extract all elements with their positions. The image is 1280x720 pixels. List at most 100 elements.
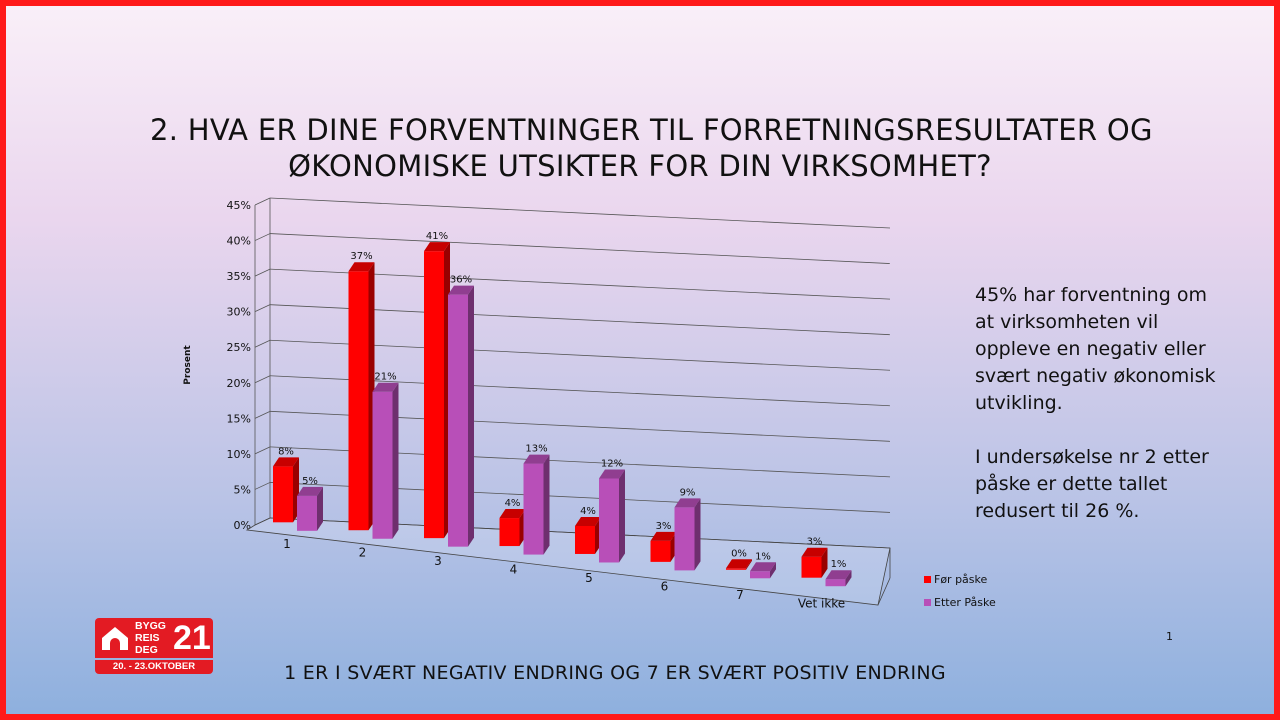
side-gridline xyxy=(254,482,271,490)
bar xyxy=(650,540,671,562)
slide-title: 2. HVA ER DINE FORVENTNINGER TIL FORRETN… xyxy=(150,112,1153,184)
bar-top xyxy=(273,457,299,467)
bar xyxy=(575,525,595,554)
bar-side xyxy=(770,562,776,579)
side-gridline xyxy=(254,446,271,455)
x-tick-label: 2 xyxy=(359,546,367,560)
side-gridline xyxy=(254,339,271,348)
page-number: 1 xyxy=(1166,630,1173,643)
x-tick-label: 7 xyxy=(736,588,744,602)
logo-banner: BYGG REIS DEG 21 xyxy=(95,618,213,658)
x-tick-label: Vet ikke xyxy=(798,597,845,611)
data-label: 1% xyxy=(755,551,771,562)
bar xyxy=(825,579,846,587)
side-gridline xyxy=(254,304,271,313)
data-label: 8% xyxy=(278,446,294,457)
bar-top xyxy=(726,559,752,569)
house-icon xyxy=(102,627,128,650)
data-label: 13% xyxy=(525,444,547,455)
data-label: 3% xyxy=(807,537,823,548)
bygg-reis-deg-logo: BYGG REIS DEG 21 20. - 23.OKTOBER xyxy=(95,618,213,674)
data-label: 0% xyxy=(731,548,747,559)
gridline xyxy=(269,233,891,264)
side-gridline xyxy=(254,197,271,206)
bar xyxy=(801,556,822,578)
bar-side xyxy=(821,547,828,578)
side-gridline xyxy=(254,410,271,419)
bar-top xyxy=(297,486,323,496)
bar-top xyxy=(650,531,677,541)
bar-top xyxy=(448,285,474,295)
data-label: 41% xyxy=(426,231,448,242)
bar xyxy=(523,463,544,555)
bar-side xyxy=(619,469,625,563)
chart-floor xyxy=(245,517,891,606)
y-tick-label: 15% xyxy=(227,412,251,425)
title-line-1: 2. HVA ER DINE FORVENTNINGER TIL FORRETN… xyxy=(150,113,1153,147)
logo-word-1: BYGG xyxy=(135,620,166,632)
bar-top xyxy=(348,262,375,272)
bar xyxy=(499,518,520,547)
bar-side xyxy=(468,285,474,547)
x-tick-label: 3 xyxy=(434,554,442,568)
title-line-2: ØKONOMISKE UTSIKTER FOR DIN VIRKSOMHET? xyxy=(288,149,992,183)
bar xyxy=(726,568,746,570)
bar xyxy=(599,478,619,563)
bar-top xyxy=(750,562,776,572)
bar-side xyxy=(845,570,852,587)
legend-label: Etter Påske xyxy=(934,596,996,609)
legend-swatch xyxy=(924,576,931,583)
y-tick-label: 30% xyxy=(227,306,251,319)
data-label: 21% xyxy=(374,372,396,383)
logo-words: BYGG REIS DEG xyxy=(135,620,173,656)
bar xyxy=(448,294,468,547)
bar xyxy=(372,391,393,539)
logo-word-2: REIS xyxy=(135,632,160,644)
y-tick-label: 25% xyxy=(227,341,251,354)
y-tick-label: 35% xyxy=(227,270,251,283)
legend-swatch xyxy=(924,599,931,606)
side-gridline xyxy=(254,268,271,277)
x-tick-label: 4 xyxy=(510,563,518,577)
bar-top xyxy=(424,242,450,252)
bar-top xyxy=(599,469,625,479)
y-tick-label: 40% xyxy=(227,235,251,248)
x-tick-label: 1 xyxy=(283,537,291,551)
y-tick-label: 5% xyxy=(234,483,251,496)
side-paragraph-2: I undersøkelse nr 2 etter påske er dette… xyxy=(975,446,1209,522)
bar-side xyxy=(694,498,701,571)
side-gridline xyxy=(254,375,271,384)
legend-label: Før påske xyxy=(934,573,988,586)
data-label: 37% xyxy=(350,251,372,262)
bar xyxy=(750,571,770,579)
bar-top xyxy=(372,382,399,392)
data-label: 36% xyxy=(450,275,472,286)
floor-edge xyxy=(877,577,891,606)
bar-side xyxy=(392,382,399,539)
bar-side xyxy=(317,486,323,531)
y-tick-label: 20% xyxy=(227,377,251,390)
logo-word-3: DEG xyxy=(135,644,158,656)
bar xyxy=(674,507,695,571)
logo-dates: 20. - 23.OKTOBER xyxy=(95,660,213,674)
footer-note: 1 ER I SVÆRT NEGATIV ENDRING OG 7 ER SVÆ… xyxy=(284,662,946,684)
x-tick-label: 6 xyxy=(661,580,669,594)
bar-side xyxy=(746,559,752,570)
x-tick-label: 5 xyxy=(585,571,593,585)
data-label: 5% xyxy=(302,476,318,487)
bar xyxy=(348,271,369,531)
data-label: 1% xyxy=(831,559,847,570)
data-label: 4% xyxy=(505,498,521,509)
logo-number: 21 xyxy=(173,619,211,657)
bar-top xyxy=(801,547,828,557)
y-tick-label: 45% xyxy=(227,199,251,212)
bar-top xyxy=(674,498,701,508)
bar-side xyxy=(543,454,550,555)
bar-top xyxy=(575,516,601,526)
bar xyxy=(273,466,293,523)
bar-top xyxy=(825,570,852,580)
gridline xyxy=(269,197,891,229)
side-gridline xyxy=(254,233,271,241)
